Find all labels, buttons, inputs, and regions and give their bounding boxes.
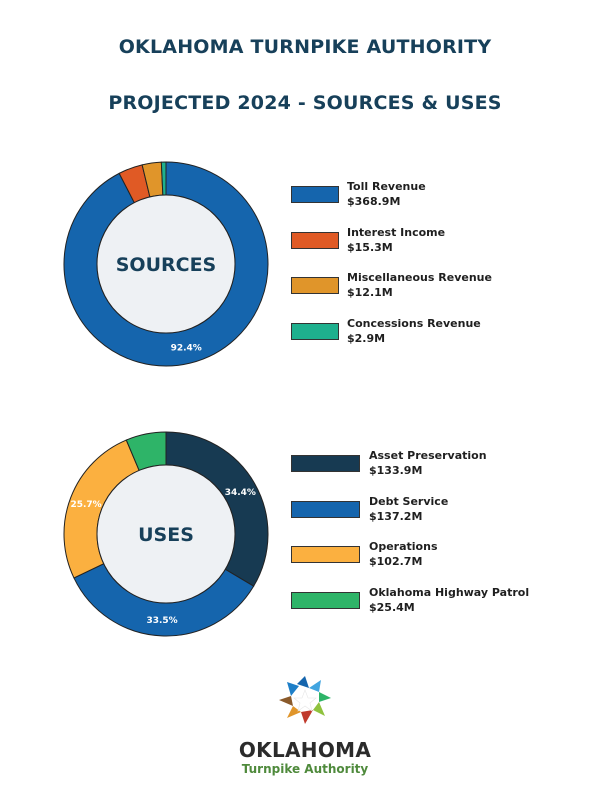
uses-legend-swatch bbox=[291, 591, 360, 609]
uses-legend-label: Oklahoma Highway Patrol bbox=[369, 585, 530, 599]
page-subtitle: PROJECTED 2024 - SOURCES & USES bbox=[108, 92, 502, 114]
uses-center-title: USES bbox=[138, 524, 194, 546]
uses-slice-label: 34.4% bbox=[225, 488, 256, 498]
sources-legend-swatch bbox=[291, 231, 339, 249]
sources-legend-swatch bbox=[291, 322, 339, 340]
uses-legend-item: Oklahoma Highway Patrol $25.4M bbox=[291, 586, 591, 620]
uses-donut-chart: 34.4% 33.5% 25.7% USES bbox=[63, 431, 269, 637]
uses-legend-swatch bbox=[291, 546, 360, 563]
uses-legend-item: Asset Preservation $133.9M bbox=[291, 449, 591, 483]
uses-legend-swatch bbox=[291, 455, 360, 472]
sources-donut-chart: 92.4% SOURCES bbox=[63, 161, 269, 367]
sources-legend-value: $2.9M bbox=[347, 331, 386, 345]
sources-legend-label: Concessions Revenue bbox=[347, 316, 481, 330]
sources-legend-swatch bbox=[291, 186, 339, 203]
sources-center-title: SOURCES bbox=[116, 254, 217, 276]
sources-slice-label: 92.4% bbox=[171, 344, 202, 354]
sources-legend-item: Miscellaneous Revenue $12.1M bbox=[291, 271, 591, 305]
sources-legend-value: $368.9M bbox=[347, 195, 401, 208]
sources-legend-item: Interest Income $15.3M bbox=[291, 226, 591, 260]
uses-legend-value: $133.9M bbox=[369, 464, 423, 477]
sources-legend-label: Toll Revenue bbox=[347, 180, 426, 193]
star-logo-icon bbox=[279, 676, 331, 724]
sources-legend-swatch bbox=[291, 277, 339, 294]
sources-center-hole bbox=[96, 194, 236, 334]
logo-subtitle: Turnpike Authority bbox=[241, 762, 369, 776]
sources-legend-value: $12.1M bbox=[347, 286, 393, 299]
uses-legend-value: $102.7M bbox=[369, 555, 423, 568]
uses-legend-value: $137.2M bbox=[369, 509, 423, 523]
uses-center-hole bbox=[96, 464, 236, 604]
sources-legend-label: Interest Income bbox=[347, 225, 446, 239]
sources-legend-value: $15.3M bbox=[347, 240, 393, 254]
uses-slice-label: 33.5% bbox=[146, 616, 177, 626]
oklahoma-turnpike-logo: OKLAHOMA Turnpike Authority bbox=[0, 674, 610, 784]
sources-legend-item: Concessions Revenue $2.9M bbox=[291, 317, 591, 351]
uses-legend-label: Debt Service bbox=[369, 494, 449, 508]
uses-legend-swatch bbox=[291, 500, 360, 518]
uses-legend-label: Asset Preservation bbox=[369, 449, 487, 462]
uses-legend-label: Operations bbox=[369, 540, 438, 553]
uses-slice-label: 25.7% bbox=[70, 500, 101, 510]
uses-legend-item: Operations $102.7M bbox=[291, 540, 591, 574]
uses-legend-value: $25.4M bbox=[369, 600, 415, 614]
logo-wordmark: OKLAHOMA bbox=[238, 738, 372, 762]
sources-legend-label: Miscellaneous Revenue bbox=[347, 271, 492, 284]
uses-legend-item: Debt Service $137.2M bbox=[291, 495, 591, 529]
sources-legend-item: Toll Revenue $368.9M bbox=[291, 180, 591, 214]
page-title: OKLAHOMA TURNPIKE AUTHORITY bbox=[118, 36, 492, 58]
